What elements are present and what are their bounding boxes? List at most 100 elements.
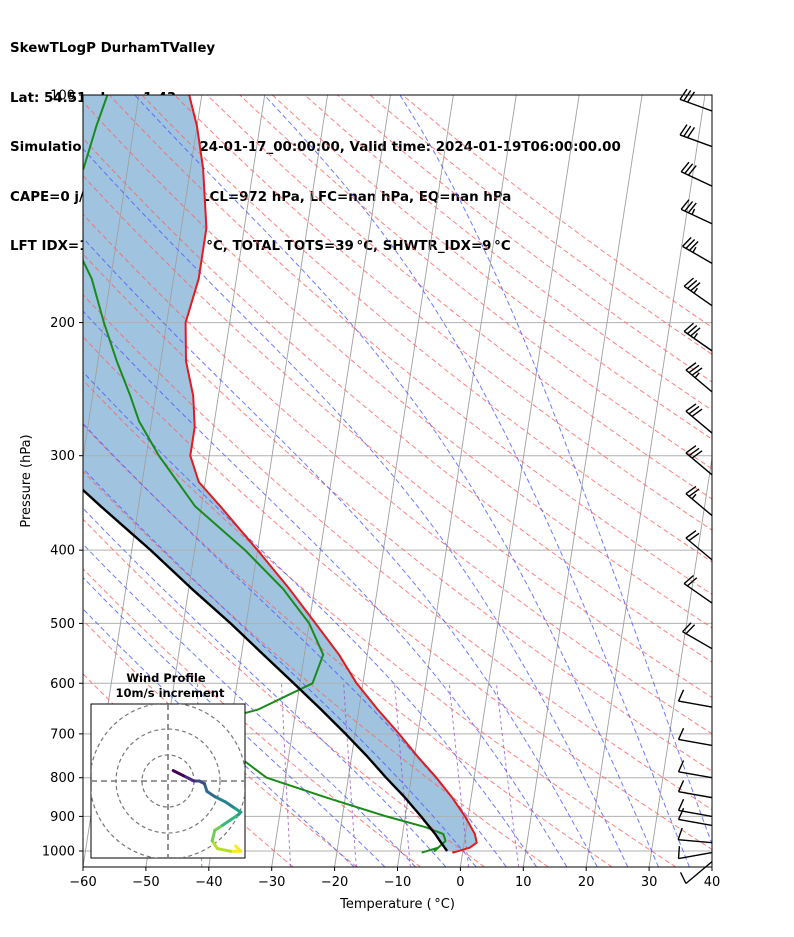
isotherm-line [271, 95, 391, 867]
wind-barb [677, 827, 713, 844]
barb-staff [678, 700, 713, 708]
barb-flag [680, 199, 690, 210]
dry-adiabat-line [174, 95, 712, 531]
moist-adiabat-line [83, 467, 477, 867]
barb-staff [678, 738, 713, 747]
x-tick-label: −50 [132, 875, 159, 890]
dry-adiabat-line [206, 95, 712, 500]
mixing-ratio-line [281, 683, 292, 867]
y-tick-label: 900 [50, 810, 75, 825]
barb-staff [685, 537, 713, 561]
x-tick-label: 0 [456, 875, 464, 890]
barb-flag [677, 727, 685, 740]
cin-area [83, 95, 477, 851]
wind-barb [679, 861, 713, 885]
barb-flag [688, 447, 700, 457]
wind-barb [680, 161, 713, 187]
moist-adiabat-line [83, 422, 507, 867]
series-line-temperature [184, 95, 478, 854]
barb-flag [686, 577, 698, 587]
barb-flag [685, 485, 697, 495]
isotherm-line [83, 95, 140, 462]
y-tick-label: 600 [50, 677, 75, 692]
barb-half-flag [691, 208, 696, 215]
barb-flag [683, 277, 694, 287]
dry-adiabat-line [83, 213, 712, 735]
wind-barb [682, 622, 713, 650]
barb-flag [685, 362, 697, 371]
mixing-ratio-line [495, 683, 520, 867]
wind-barb [683, 322, 713, 352]
barb-flag [686, 325, 698, 335]
dry-adiabat-line [83, 336, 712, 851]
moist-adiabat-line [263, 95, 690, 867]
hodograph-subtitle: 10m/s increment [116, 686, 225, 700]
wind-barb [677, 798, 713, 818]
barb-flag [687, 165, 697, 176]
y-tick-label: 100 [50, 89, 75, 104]
moist-adiabat-line [83, 576, 386, 867]
barb-flag [688, 405, 700, 415]
barb-staff [685, 452, 713, 476]
dry-adiabat-line [239, 95, 712, 470]
barb-half-flag [693, 287, 698, 294]
barb-flag [677, 798, 685, 811]
wind-barb [677, 807, 713, 827]
barb-flag [685, 445, 697, 454]
barb-flag [691, 367, 703, 376]
barb-staff [682, 245, 713, 264]
moist-adiabat-line [399, 95, 712, 846]
moist-adiabat-line [83, 543, 416, 867]
grid-lines [0, 95, 794, 867]
isotherm-line [775, 95, 794, 867]
barb-staff [685, 493, 713, 517]
wind-barb [677, 689, 713, 708]
hodograph-segment [223, 800, 235, 809]
barb-staff [679, 134, 713, 148]
barb-flag [677, 807, 685, 820]
y-tick-label: 500 [50, 617, 75, 632]
dry-adiabat-line [83, 568, 422, 867]
barb-flag [687, 202, 697, 214]
isotherm-line [0, 95, 13, 867]
x-tick-label: −40 [195, 875, 222, 890]
wind-barb [682, 236, 713, 264]
barb-flag [688, 364, 700, 374]
isotherm-line [711, 864, 712, 867]
wind-barb [685, 403, 713, 434]
y-tick-label: 300 [50, 449, 75, 464]
barb-flag [679, 88, 688, 100]
dry-adiabat-line [83, 470, 549, 867]
barb-half-flag [691, 493, 697, 500]
series-line-dewpoint [83, 95, 447, 854]
wind-barb [683, 277, 713, 307]
moist-adiabat-line [83, 507, 447, 867]
series-line-parcel [83, 488, 449, 852]
dry-adiabat-line [83, 175, 712, 699]
barb-staff [683, 330, 713, 352]
wind-barb [677, 846, 713, 860]
x-tick-label: −20 [321, 875, 348, 890]
dry-adiabat-line [83, 619, 358, 867]
barb-flag [691, 450, 703, 459]
dry-adiabat-line [83, 137, 712, 663]
dry-adiabat-line [83, 253, 712, 772]
barb-flag [680, 161, 690, 173]
y-tick-label: 400 [50, 544, 75, 559]
dry-adiabat-line [271, 95, 712, 440]
x-tick-label: 20 [578, 875, 595, 890]
barb-flag [691, 408, 703, 417]
dry-adiabat-line [83, 379, 677, 867]
barb-flag [686, 279, 698, 290]
isotherm-line [522, 95, 643, 867]
barb-flag [682, 622, 692, 633]
y-tick-label: 800 [50, 771, 75, 786]
wind-barb [685, 530, 713, 561]
x-tick-label: −10 [384, 875, 411, 890]
dry-adiabat-line [83, 518, 485, 867]
hodograph-segment [213, 795, 227, 804]
barb-staff [685, 369, 713, 393]
barb-staff [678, 851, 713, 860]
y-tick-label: 200 [50, 316, 75, 331]
